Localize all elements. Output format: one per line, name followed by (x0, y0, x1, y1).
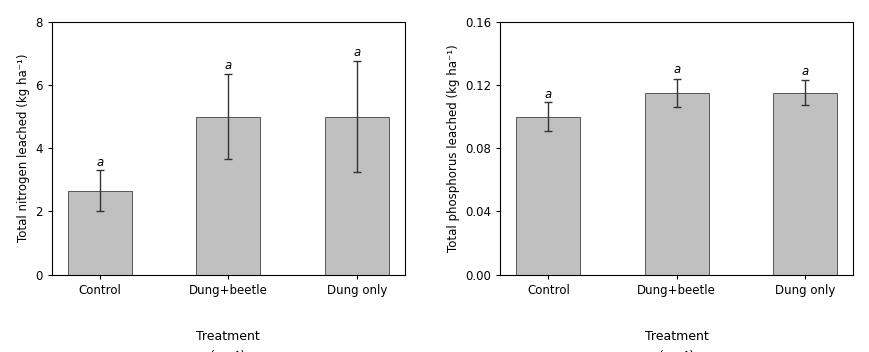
Text: a: a (224, 59, 232, 71)
Text: a: a (353, 46, 360, 59)
Text: (n=4): (n=4) (658, 351, 694, 352)
Y-axis label: Total nitrogen leached (kg ha⁻¹): Total nitrogen leached (kg ha⁻¹) (17, 54, 30, 243)
Text: a: a (544, 88, 551, 101)
Y-axis label: Total phosphorus leached (kg ha⁻¹): Total phosphorus leached (kg ha⁻¹) (446, 44, 459, 252)
Text: a: a (96, 156, 103, 169)
Text: Treatment: Treatment (644, 330, 708, 343)
Text: a: a (800, 65, 808, 78)
Bar (773, 93, 836, 275)
Bar (324, 117, 388, 275)
Text: Treatment: Treatment (196, 330, 260, 343)
Text: a: a (673, 63, 680, 76)
Bar (515, 117, 580, 275)
Bar (196, 117, 260, 275)
Text: (n=4): (n=4) (210, 351, 246, 352)
Bar (68, 191, 132, 275)
Bar (644, 93, 708, 275)
